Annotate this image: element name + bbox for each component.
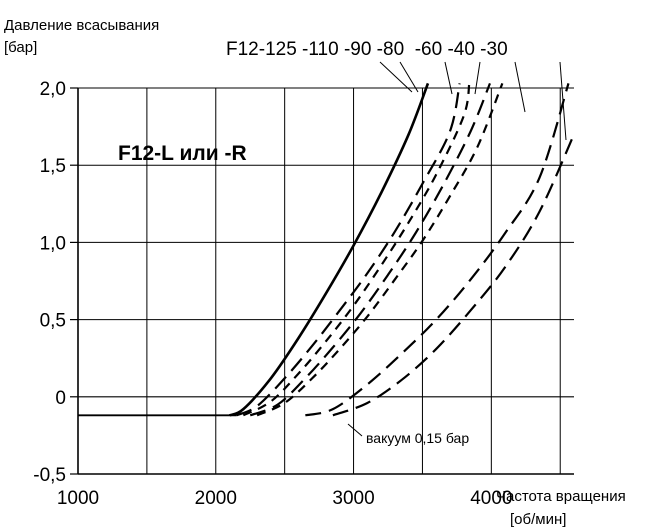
- label-pointer: [444, 61, 453, 95]
- vacuum-pointer: [347, 423, 363, 437]
- series-line: [256, 82, 504, 417]
- label-pointer: [474, 61, 481, 95]
- x-axis-label-line1: Частота вращения: [496, 488, 626, 505]
- x-axis-label-line2: [об/мин]: [510, 511, 566, 528]
- y-tick-label: 1,0: [40, 233, 66, 254]
- x-tick-label: 3000: [332, 488, 374, 509]
- x-tick-label: 4000: [470, 488, 512, 509]
- label-pointer: [514, 61, 526, 113]
- series-line: [305, 83, 570, 417]
- vacuum-note: вакуум 0,15 бар: [366, 430, 469, 446]
- grid: [78, 87, 574, 474]
- y-axis-label-line2: [бар]: [4, 39, 37, 56]
- axes: [70, 87, 574, 475]
- label-pointer: [379, 61, 413, 93]
- y-axis-label-line1: Давление всасывания: [4, 17, 159, 34]
- model-label: F12-L или -R: [118, 142, 247, 165]
- y-tick-label: 2,0: [40, 79, 66, 100]
- series-line: [235, 83, 461, 417]
- label-pointers: [379, 61, 567, 141]
- y-tick-label: 0: [55, 388, 66, 409]
- series-line: [242, 83, 471, 417]
- series-line: [229, 82, 430, 417]
- x-tick-label: 2000: [195, 488, 237, 509]
- series-labels: F12-125 -110 -90 -80 -60 -40 -30: [226, 39, 508, 60]
- label-pointer: [399, 61, 419, 93]
- x-tick-label: 1000: [57, 488, 99, 509]
- y-tick-label: 1,5: [40, 156, 66, 177]
- y-tick-label: -0,5: [33, 465, 66, 486]
- label-pointer: [559, 61, 567, 141]
- series-line: [332, 133, 576, 417]
- series-lines: [78, 82, 576, 417]
- series-line: [249, 82, 491, 417]
- y-tick-label: 0,5: [40, 311, 66, 332]
